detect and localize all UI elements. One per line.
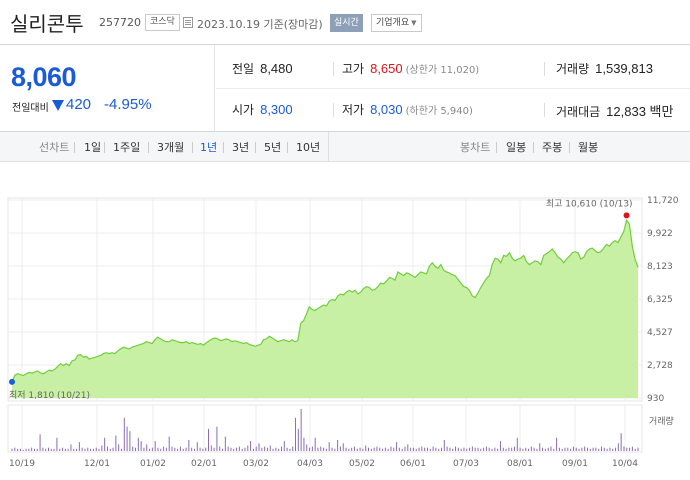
x-tick-label: 08/01 — [507, 459, 533, 469]
change-amount: 420 — [66, 96, 92, 113]
stat-open: 시가 8,300 — [232, 101, 293, 118]
divider — [333, 103, 334, 117]
stat-label: 저가 — [342, 103, 365, 117]
divider — [223, 142, 224, 153]
x-tick-label: 01/02 — [140, 459, 166, 469]
period-1w[interactable]: 1주일 — [113, 141, 141, 154]
stat-trade-value: 거래대금 12,833 백만 — [556, 101, 673, 120]
volume-bars — [11, 409, 639, 451]
stat-value: 12,833 백만 — [606, 104, 674, 119]
x-tick-label: 03/02 — [243, 459, 269, 469]
stat-value: 8,650 — [370, 61, 403, 76]
stat-value: 1,539,813 — [595, 61, 653, 76]
stat-high: 고가 8,650 (상한가 11,020) — [342, 60, 479, 77]
market-badge: 코스닥 — [145, 14, 180, 31]
divider — [148, 142, 149, 153]
period-10y[interactable]: 10년 — [296, 141, 321, 154]
divider — [192, 142, 193, 153]
stat-label: 고가 — [342, 62, 365, 76]
stat-volume: 거래량 1,539,813 — [556, 60, 653, 77]
stat-label: 거래대금 — [556, 105, 601, 119]
candle-daily[interactable]: 일봉 — [506, 141, 527, 154]
prev-compare-label: 전일대비 — [12, 103, 49, 114]
candle-monthly[interactable]: 월봉 — [578, 141, 599, 154]
x-tick-label: 10/04 — [612, 459, 638, 469]
divider — [544, 62, 545, 76]
realtime-button[interactable]: 실시간 — [330, 14, 363, 32]
x-tick-label: 10/19 — [9, 459, 35, 469]
x-tick-label: 06/01 — [400, 459, 426, 469]
stat-label: 시가 — [232, 103, 255, 117]
line-chart-label: 선차트 — [39, 141, 70, 154]
volume-grid — [7, 404, 643, 453]
x-tick-label: 04/03 — [297, 459, 323, 469]
price-area-fill — [12, 220, 638, 398]
divider — [74, 142, 75, 153]
stat-value: 8,300 — [260, 102, 293, 117]
stat-label: 전일 — [232, 62, 255, 76]
period-3y[interactable]: 3년 — [232, 141, 250, 154]
current-price: 8,060 — [11, 62, 77, 92]
high-point-marker — [623, 212, 630, 219]
stock-name: 실리콘투 — [10, 12, 84, 36]
x-axis-ticks: 10/19 12/01 01/02 02/01 03/02 04/03 05/02 06/01… — [9, 459, 638, 469]
volume-frame — [7, 404, 643, 453]
caret-down-icon: ▼ — [411, 19, 417, 27]
high-annotation: 최고 10,610 (10/13) — [546, 198, 633, 209]
stat-value: 8,480 — [260, 61, 293, 76]
current-price-box: 8,060 전일대비 420 -4.95% — [0, 45, 215, 131]
stat-low: 저가 8,030 (하한가 5,940) — [342, 101, 473, 118]
divider — [544, 103, 545, 117]
divider — [104, 142, 105, 153]
down-triangle-icon — [52, 100, 64, 111]
divider — [333, 62, 334, 76]
y-tick-label: 9,922 — [647, 229, 673, 239]
y-tick-label: 6,325 — [647, 295, 673, 305]
divider — [216, 88, 690, 89]
period-3m[interactable]: 3개월 — [157, 141, 185, 154]
stock-header: 실리콘투 257720 코스닥 2023.10.19 기준(장마감) 실시간 기… — [0, 0, 690, 44]
base-date: 2023.10.19 기준(장마감) — [197, 18, 323, 31]
divider — [569, 142, 570, 153]
x-tick-label: 02/01 — [191, 459, 217, 469]
price-line — [11, 219, 639, 383]
company-info-button[interactable]: 기업개요 ▼ — [371, 14, 422, 32]
divider — [287, 142, 288, 153]
candle-weekly[interactable]: 주봉 — [542, 141, 563, 154]
change-percent: -4.95% — [104, 96, 152, 113]
volume-label: 거래량 — [649, 415, 674, 427]
price-chart-svg: 11,720 9,922 8,123 6,325 4,527 2,728 930 10/19… — [7, 196, 679, 469]
divider — [533, 142, 534, 153]
stat-prev-close: 전일 8,480 — [232, 60, 293, 77]
x-tick-label: 07/03 — [453, 459, 479, 469]
y-tick-label: 11,720 — [647, 196, 679, 206]
period-1d[interactable]: 1일 — [84, 141, 102, 154]
period-5y[interactable]: 5년 — [264, 141, 282, 154]
y-tick-label: 8,123 — [647, 262, 673, 272]
period-selector-bar: 선차트 1일 1주일 3개월 1년 3년 5년 10년 봉차트 일봉 주봉 월봉 — [0, 132, 690, 162]
y-axis-ticks: 11,720 9,922 8,123 6,325 4,527 2,728 930 — [647, 196, 679, 404]
stock-code: 257720 — [99, 16, 141, 29]
y-tick-label: 2,728 — [647, 361, 673, 371]
candle-chart-label: 봉차트 — [460, 141, 491, 154]
stat-value: 8,030 — [370, 102, 403, 117]
price-summary: 8,060 전일대비 420 -4.95% 전일 8,480 고가 8,650 (상한… — [0, 44, 690, 132]
period-1y[interactable]: 1년 — [200, 141, 218, 154]
low-point-marker — [9, 378, 15, 385]
x-tick-label: 05/02 — [349, 459, 375, 469]
x-tick-label: 09/01 — [562, 459, 588, 469]
divider — [496, 142, 497, 153]
y-tick-label: 4,527 — [647, 328, 673, 338]
divider — [328, 132, 329, 162]
price-chart[interactable]: 11,720 9,922 8,123 6,325 4,527 2,728 930 10/19… — [0, 162, 690, 480]
stat-sub: (상한가 11,020) — [405, 65, 480, 76]
y-tick-label: 930 — [647, 394, 664, 404]
stat-label: 거래량 — [556, 62, 590, 76]
divider — [255, 142, 256, 153]
document-icon — [183, 17, 193, 28]
x-tick-label: 12/01 — [84, 459, 110, 469]
company-info-label: 기업개요 — [376, 18, 410, 28]
stat-sub: (하한가 5,940) — [405, 106, 473, 117]
low-annotation: 최저 1,810 (10/21) — [9, 390, 90, 401]
